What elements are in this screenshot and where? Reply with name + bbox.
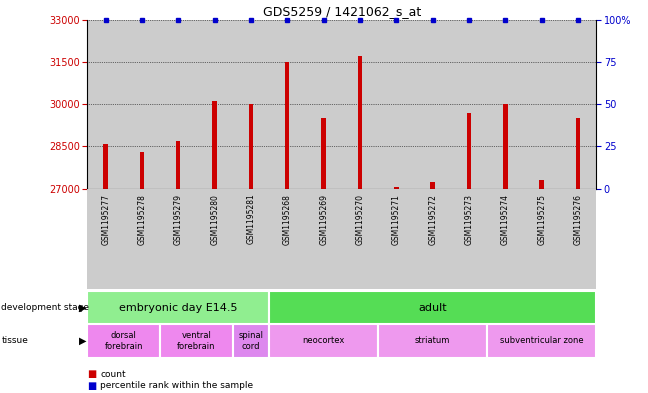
Text: development stage: development stage bbox=[1, 303, 89, 312]
Text: GSM1195271: GSM1195271 bbox=[392, 194, 401, 244]
Bar bbox=[378, 189, 415, 289]
Text: GSM1195273: GSM1195273 bbox=[465, 194, 474, 245]
Text: ■: ■ bbox=[87, 381, 97, 391]
Bar bbox=[233, 20, 269, 189]
Bar bbox=[451, 189, 487, 289]
Text: count: count bbox=[100, 370, 126, 378]
Bar bbox=[196, 20, 233, 189]
Bar bbox=[196, 189, 233, 289]
Text: percentile rank within the sample: percentile rank within the sample bbox=[100, 382, 253, 390]
Text: GSM1195280: GSM1195280 bbox=[210, 194, 219, 244]
Text: GSM1195279: GSM1195279 bbox=[174, 194, 183, 245]
Bar bbox=[233, 324, 269, 358]
Bar bbox=[269, 20, 305, 189]
Bar bbox=[305, 189, 342, 289]
Text: GSM1195276: GSM1195276 bbox=[573, 194, 583, 245]
Bar bbox=[305, 20, 342, 189]
Text: GSM1195275: GSM1195275 bbox=[537, 194, 546, 245]
Text: GSM1195269: GSM1195269 bbox=[319, 194, 328, 245]
Bar bbox=[560, 20, 596, 189]
Bar bbox=[487, 189, 524, 289]
Bar bbox=[160, 189, 196, 289]
Text: GSM1195270: GSM1195270 bbox=[356, 194, 364, 245]
Bar bbox=[249, 104, 253, 189]
Bar bbox=[140, 152, 144, 189]
Bar bbox=[487, 324, 596, 358]
Bar bbox=[321, 118, 326, 189]
Bar bbox=[160, 324, 233, 358]
Bar bbox=[576, 118, 580, 189]
Text: striatum: striatum bbox=[415, 336, 450, 345]
Bar bbox=[87, 20, 124, 189]
Text: ▶: ▶ bbox=[78, 336, 86, 346]
Bar bbox=[430, 182, 435, 189]
Bar bbox=[394, 187, 399, 189]
Bar bbox=[358, 56, 362, 189]
Bar bbox=[524, 20, 560, 189]
Bar bbox=[124, 189, 160, 289]
Bar bbox=[503, 104, 507, 189]
Bar bbox=[124, 20, 160, 189]
Bar bbox=[87, 189, 124, 289]
Bar bbox=[342, 20, 378, 189]
Text: neocortex: neocortex bbox=[303, 336, 345, 345]
Text: dorsal
forebrain: dorsal forebrain bbox=[104, 331, 143, 351]
Bar bbox=[160, 20, 196, 189]
Bar bbox=[269, 324, 378, 358]
Bar bbox=[285, 62, 290, 189]
Text: embryonic day E14.5: embryonic day E14.5 bbox=[119, 303, 238, 312]
Text: GSM1195272: GSM1195272 bbox=[428, 194, 437, 244]
Text: adult: adult bbox=[419, 303, 447, 312]
Text: ■: ■ bbox=[87, 369, 97, 379]
Bar bbox=[342, 189, 378, 289]
Text: ▶: ▶ bbox=[78, 303, 86, 313]
Bar bbox=[378, 324, 487, 358]
Bar bbox=[415, 20, 451, 189]
Bar bbox=[213, 101, 217, 189]
Text: GSM1195281: GSM1195281 bbox=[246, 194, 255, 244]
Bar bbox=[451, 20, 487, 189]
Text: tissue: tissue bbox=[1, 336, 28, 345]
Bar bbox=[269, 189, 305, 289]
Text: GSM1195277: GSM1195277 bbox=[101, 194, 110, 245]
Text: GSM1195278: GSM1195278 bbox=[137, 194, 146, 244]
Bar bbox=[540, 180, 544, 189]
Text: GSM1195274: GSM1195274 bbox=[501, 194, 510, 245]
Bar bbox=[104, 143, 108, 189]
Bar bbox=[467, 112, 471, 189]
Bar bbox=[415, 189, 451, 289]
Bar bbox=[560, 189, 596, 289]
Bar bbox=[487, 20, 524, 189]
Bar bbox=[87, 291, 269, 324]
Text: ventral
forebrain: ventral forebrain bbox=[178, 331, 216, 351]
Bar bbox=[524, 189, 560, 289]
Bar bbox=[87, 324, 160, 358]
Bar bbox=[269, 291, 596, 324]
Bar bbox=[233, 189, 269, 289]
Bar bbox=[176, 141, 181, 189]
Title: GDS5259 / 1421062_s_at: GDS5259 / 1421062_s_at bbox=[262, 6, 421, 18]
Text: GSM1195268: GSM1195268 bbox=[283, 194, 292, 244]
Text: spinal
cord: spinal cord bbox=[238, 331, 264, 351]
Bar bbox=[378, 20, 415, 189]
Text: subventricular zone: subventricular zone bbox=[500, 336, 583, 345]
